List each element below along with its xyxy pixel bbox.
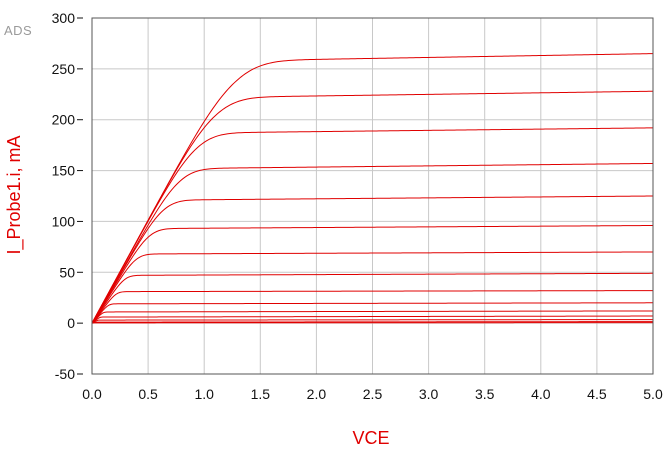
x-tick-label: 2.0	[307, 386, 327, 402]
x-tick-label: 3.0	[419, 386, 439, 402]
curve-7	[91, 251, 654, 324]
ads-watermark: ADS	[4, 23, 33, 38]
curve-6	[91, 225, 654, 324]
y-tick-label: 300	[52, 10, 76, 26]
y-tick-label: 0	[67, 315, 75, 331]
series-group	[91, 53, 654, 324]
x-tick-label: 0.0	[82, 386, 102, 402]
x-tick-label: 4.0	[531, 386, 551, 402]
tick-labels: 0.0 0.5 1.0 1.5 2.0 2.5 3.0 3.5 4.0 4.5 5.0 -50 0 50 1…	[52, 10, 663, 402]
curve-12	[91, 315, 654, 324]
y-tick-label: 200	[52, 112, 76, 128]
y-tick-label: -50	[55, 366, 75, 382]
x-tick-label: 4.5	[587, 386, 607, 402]
grid	[91, 17, 654, 375]
curve-13	[91, 319, 653, 324]
curve-4	[91, 162, 654, 324]
y-tick-label: 50	[59, 264, 75, 280]
curve-11	[91, 310, 653, 324]
plot-frame	[91, 17, 654, 375]
curve-2	[91, 90, 654, 324]
curve-8	[91, 272, 654, 324]
x-tick-label: 1.5	[251, 386, 271, 402]
x-tick-label: 1.0	[194, 386, 214, 402]
y-tick-label: 150	[52, 163, 76, 179]
curve-14	[91, 321, 653, 324]
curve-5	[91, 195, 654, 324]
x-axis-label: VCE	[352, 428, 389, 448]
y-axis-label: I_Probe1.i, mA	[4, 135, 25, 254]
y-tick-label: 100	[52, 213, 76, 229]
y-tick-label: 250	[52, 61, 76, 77]
x-tick-label: 3.5	[475, 386, 495, 402]
curve-10	[91, 302, 653, 324]
curve-3	[91, 127, 654, 324]
curve-1	[91, 53, 654, 324]
x-tick-label: 5.0	[643, 386, 663, 402]
curve-9	[91, 290, 654, 324]
curve-15	[91, 322, 654, 324]
x-tick-label: 0.5	[138, 386, 158, 402]
x-tick-label: 2.5	[363, 386, 383, 402]
